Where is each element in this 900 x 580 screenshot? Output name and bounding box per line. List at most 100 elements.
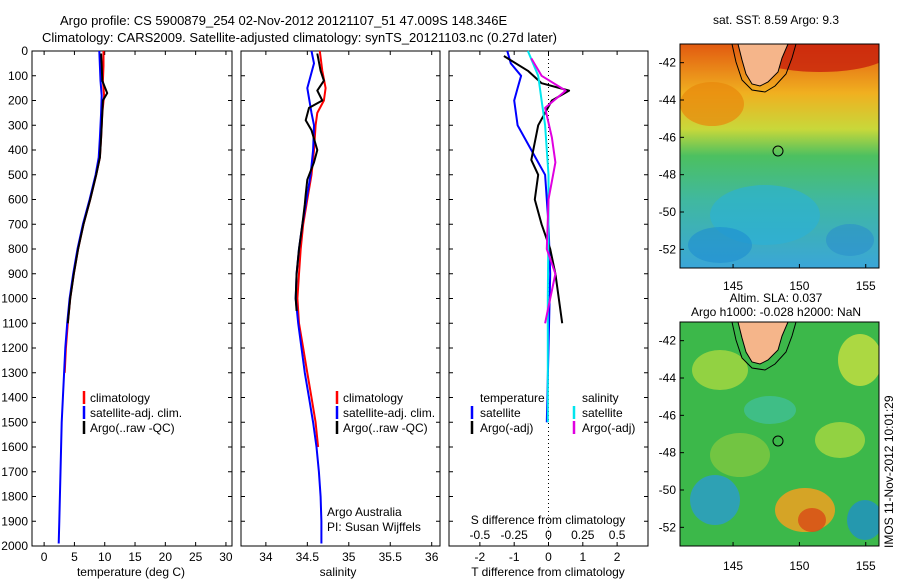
- sla-patch: [815, 422, 865, 458]
- legend-label-climatology: climatology: [90, 391, 150, 405]
- y-tick-label: 100: [8, 69, 28, 83]
- y-tick-label: 1900: [1, 514, 28, 528]
- sla-patch: [838, 334, 879, 386]
- y-tick-label: 600: [8, 193, 28, 207]
- sla-patch: [847, 500, 879, 540]
- t-difference-xlabel: T difference from climatology: [471, 565, 625, 579]
- x-tick-label: 30: [219, 550, 233, 564]
- map-y-tick-label: -44: [659, 371, 677, 385]
- series-line-salinity-satellite: [526, 50, 550, 423]
- y-tick-label: 800: [8, 242, 28, 256]
- difference-legend: temperature satellite Argo(-adj) salinit…: [470, 391, 635, 435]
- series-line-temperature-satellite: [506, 50, 552, 423]
- map-axes: 145 150 155 -42 -44 -46 -48 -50 -52 145 150 155 -42 -…: [659, 56, 876, 573]
- y-tick-label: 1700: [1, 465, 28, 479]
- legend-label-satellite: satellite-adj. clim.: [90, 406, 182, 420]
- temperature-xlabel: temperature (deg C): [77, 565, 185, 579]
- y-tick-label: 900: [8, 267, 28, 281]
- sla-map-frame: [679, 321, 880, 547]
- sst-cool-patch: [688, 227, 752, 263]
- map-y-tick-label: -52: [659, 242, 677, 256]
- legend-label-argo: Argo(..raw -QC): [343, 421, 428, 435]
- map-x-tick-label: 155: [856, 559, 876, 573]
- legend-label-argo: Argo(..raw -QC): [90, 421, 175, 435]
- sla-map-title-line2: Argo h1000: -0.028 h2000: NaN: [691, 305, 861, 319]
- sla-map: [680, 322, 879, 546]
- timestamp: IMOS 11-Nov-2012 10:01:29: [882, 395, 896, 548]
- top-tick-label: -0.25: [501, 528, 529, 542]
- sla-patch: [744, 396, 796, 424]
- map-y-tick-label: -42: [659, 334, 677, 348]
- y-tick-label: 1300: [1, 366, 28, 380]
- map-y-tick-label: -42: [659, 56, 677, 70]
- x-tick-label: 35: [342, 550, 356, 564]
- title-line2: Climatology: CARS2009. Satellite-adjuste…: [42, 30, 557, 45]
- x-tick-label: 0: [545, 550, 552, 564]
- x-tick-label: 1: [579, 550, 586, 564]
- credit-line1: Argo Australia: [327, 505, 402, 519]
- y-tick-label: 1600: [1, 440, 28, 454]
- temperature-plot-frame: [31, 50, 233, 547]
- legend-label-t-satellite: satellite: [480, 406, 521, 420]
- salinity-xlabel: salinity: [320, 565, 357, 579]
- sla-patch: [692, 350, 748, 390]
- legend-heading-salinity: salinity: [582, 391, 619, 405]
- x-tick-label: 2: [614, 550, 621, 564]
- y-tick-label: 300: [8, 118, 28, 132]
- sla-patch: [710, 433, 770, 477]
- top-tick-label: 0.5: [609, 528, 626, 542]
- x-tick-label: -1: [509, 550, 520, 564]
- y-tick-label: 1400: [1, 391, 28, 405]
- top-tick-label: 0.25: [571, 528, 595, 542]
- y-tick-label: 700: [8, 217, 28, 231]
- sla-map-title-line1: Altim. SLA: 0.037: [730, 291, 823, 305]
- map-y-tick-label: -52: [659, 520, 677, 534]
- map-x-tick-label: 150: [789, 559, 809, 573]
- x-tick-label: 34.5: [296, 550, 320, 564]
- map-x-tick-label: 145: [723, 279, 743, 293]
- map-y-tick-label: -46: [659, 130, 677, 144]
- sst-map-frame: [679, 43, 880, 269]
- map-y-tick-label: -48: [659, 446, 677, 460]
- credit-line2: PI: Susan Wijffels: [327, 520, 421, 534]
- y-tick-label: 1100: [2, 316, 28, 330]
- axes-layer: 0100200300400500600700800900100011001200…: [1, 44, 648, 564]
- map-x-tick-label: 145: [723, 559, 743, 573]
- top-tick-label: -0.5: [470, 528, 491, 542]
- argo-float-marker: [772, 145, 784, 157]
- map-x-tick-label: 155: [856, 279, 876, 293]
- legend-heading-temperature: temperature: [480, 391, 545, 405]
- x-tick-label: 5: [71, 550, 78, 564]
- legend-label-climatology: climatology: [343, 391, 403, 405]
- x-tick-label: 0: [41, 550, 48, 564]
- temperature-legend: climatology satellite-adj. clim. Argo(..…: [82, 391, 182, 435]
- map-y-tick-label: -46: [659, 408, 677, 422]
- legend-label-satellite: satellite-adj. clim.: [343, 406, 435, 420]
- y-tick-label: 2000: [1, 539, 28, 553]
- y-tick-label: 200: [8, 94, 28, 108]
- y-tick-label: 0: [21, 44, 28, 58]
- x-tick-label: 10: [98, 550, 112, 564]
- y-tick-label: 1200: [1, 341, 28, 355]
- x-tick-label: 25: [189, 550, 203, 564]
- bathymetry-contour: [731, 44, 797, 93]
- legend-label-s-satellite: satellite: [582, 406, 623, 420]
- sst-map-title: sat. SST: 8.59 Argo: 9.3: [713, 13, 839, 27]
- map-y-tick-label: -44: [659, 93, 677, 107]
- y-tick-label: 500: [8, 168, 28, 182]
- sst-warm-patch: [680, 82, 744, 126]
- map-y-tick-label: -50: [659, 205, 677, 219]
- x-tick-label: 36: [425, 550, 439, 564]
- title-line1: Argo profile: CS 5900879_254 02-Nov-2012…: [60, 13, 507, 28]
- map-y-tick-label: -48: [659, 168, 677, 182]
- salinity-plot-frame: [240, 50, 441, 547]
- x-tick-label: -2: [475, 550, 486, 564]
- y-tick-label: 1800: [1, 490, 28, 504]
- y-tick-label: 1000: [1, 292, 28, 306]
- x-tick-label: 34: [259, 550, 273, 564]
- x-tick-label: 35.5: [379, 550, 403, 564]
- argo-float-marker: [772, 435, 784, 447]
- tasmania-land: [737, 44, 789, 87]
- sla-patch: [690, 475, 740, 525]
